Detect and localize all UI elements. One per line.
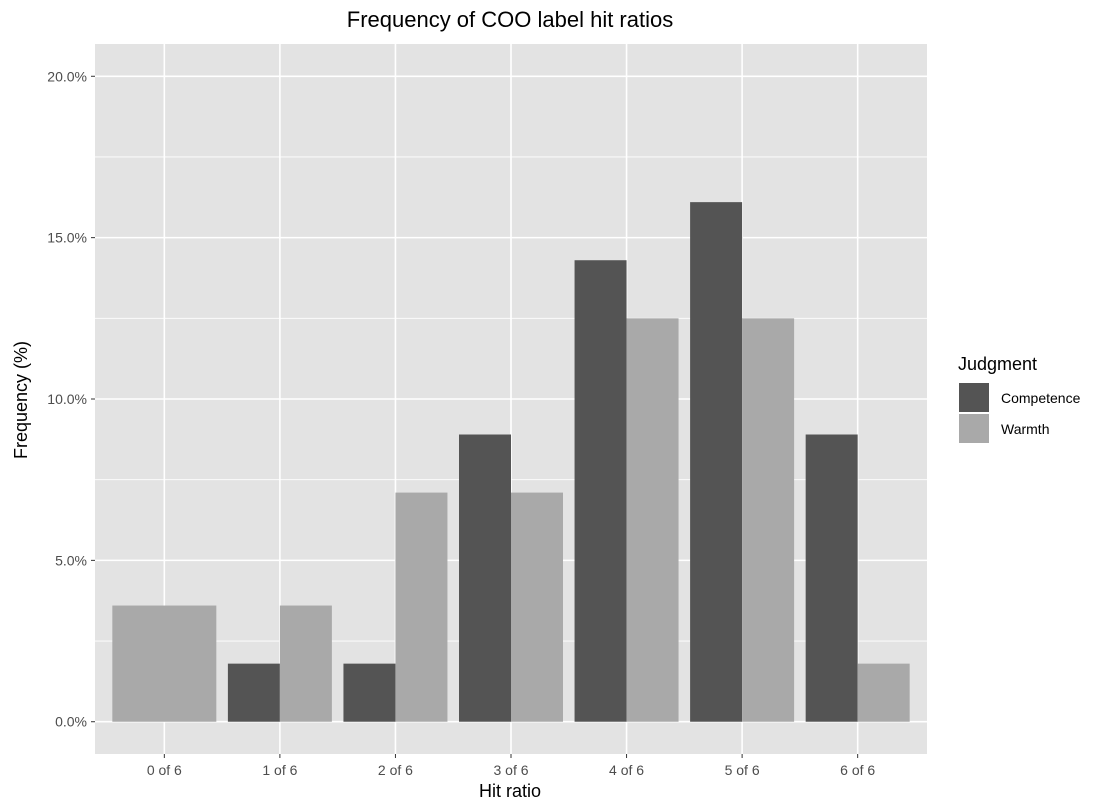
x-axis-label: Hit ratio — [479, 781, 541, 801]
axes: 0.0% 5.0% 10.0% 15.0% 20.0% 0 of 6 1 of 6 2 of … — [47, 68, 875, 778]
bar-warmth — [279, 605, 332, 722]
legend: Judgment Competence Warmth — [958, 354, 1081, 443]
bar-warmth — [626, 318, 679, 722]
bar-warmth — [511, 492, 563, 722]
bar-competence — [459, 434, 511, 722]
bars — [112, 202, 910, 722]
bar-competence — [227, 663, 280, 722]
bar-warmth — [112, 605, 217, 722]
bar-warmth — [395, 492, 448, 722]
legend-label-competence: Competence — [1001, 390, 1081, 406]
x-tick-label: 6 of 6 — [840, 762, 875, 778]
bar-competence — [574, 260, 627, 722]
y-tick-label: 20.0% — [47, 68, 87, 84]
x-tick-label: 0 of 6 — [147, 762, 182, 778]
bar-competence — [343, 663, 396, 722]
y-tick-label: 5.0% — [55, 552, 87, 568]
bar-warmth — [742, 318, 795, 722]
x-tick-label: 3 of 6 — [493, 762, 528, 778]
y-tick-label: 10.0% — [47, 391, 87, 407]
legend-title: Judgment — [958, 354, 1037, 374]
legend-label-warmth: Warmth — [1001, 421, 1049, 437]
x-tick-label: 5 of 6 — [725, 762, 760, 778]
y-tick-label: 15.0% — [47, 230, 87, 246]
chart-title: Frequency of COO label hit ratios — [347, 7, 673, 32]
bar-warmth — [857, 663, 910, 722]
legend-items: Competence Warmth — [959, 383, 1081, 443]
y-axis-label: Frequency (%) — [11, 341, 31, 459]
legend-key-competence — [959, 383, 989, 412]
x-tick-label: 4 of 6 — [609, 762, 644, 778]
bar-competence — [805, 434, 858, 722]
x-tick-label: 2 of 6 — [378, 762, 413, 778]
bar-competence — [690, 202, 743, 722]
y-tick-label: 0.0% — [55, 714, 87, 730]
x-tick-label: 1 of 6 — [262, 762, 297, 778]
legend-key-warmth — [959, 414, 989, 443]
